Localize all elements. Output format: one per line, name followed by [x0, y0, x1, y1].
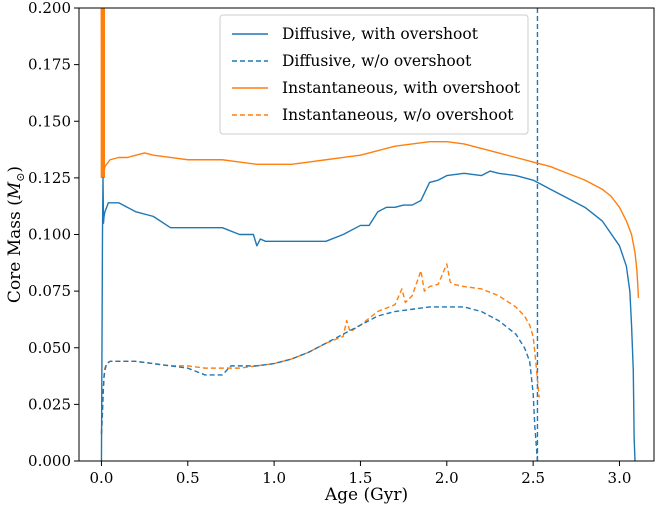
x-tick-label: 1.5 — [349, 469, 373, 487]
legend-frame — [219, 14, 529, 135]
x-tick-label: 3.0 — [608, 469, 632, 487]
y-tick-label: 0.050 — [28, 339, 71, 357]
plot-frame — [78, 7, 655, 462]
y-tick-label: 0.175 — [28, 56, 71, 74]
y-tick-label: 0.075 — [28, 282, 71, 300]
y-tick-label: 0.000 — [28, 452, 71, 470]
y-tick-label: 0.125 — [28, 169, 71, 187]
y-tick-label: 0.025 — [28, 395, 71, 413]
x-tick-label: 2.5 — [521, 469, 545, 487]
series-line-1 — [100, 170, 636, 461]
x-axis-label: Age (Gyr) — [324, 485, 408, 505]
x-tick-label: 1.0 — [262, 469, 286, 487]
x-tick-label: 0.0 — [90, 469, 114, 487]
x-tick-label: 0.5 — [176, 469, 200, 487]
legend-label-1: Diffusive, with overshoot — [282, 25, 479, 43]
x-ticks: 0.0 0.5 1.0 1.5 2.0 2.5 3.0 — [90, 461, 632, 487]
plot-area — [100, 8, 640, 461]
legend-label-2: Diffusive, w/o overshoot — [282, 52, 472, 70]
y-axis-label: Core Mass (M⊙) — [5, 166, 27, 303]
y-tick-label: 0.200 — [28, 0, 71, 17]
legend-label-3: Instantaneous, with overshoot — [282, 79, 521, 97]
y-tick-label: 0.100 — [28, 226, 71, 244]
y-ticks: 0.000 0.025 0.050 0.075 0.100 0.125 0.150 0.175… — [28, 0, 79, 470]
legend-label-4: Instantaneous, w/o overshoot — [282, 106, 514, 124]
y-tick-label: 0.150 — [28, 112, 71, 130]
series-line-2 — [100, 306, 539, 461]
legend: Diffusive, with overshoot Diffusive, w/o … — [219, 14, 529, 135]
series-line-3 — [100, 8, 640, 298]
x-tick-label: 2.0 — [435, 469, 459, 487]
